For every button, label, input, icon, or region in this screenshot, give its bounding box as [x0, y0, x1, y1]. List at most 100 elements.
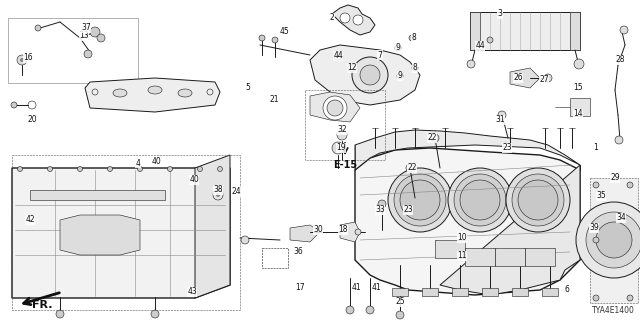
- Circle shape: [346, 306, 354, 314]
- Bar: [452, 288, 468, 296]
- Polygon shape: [195, 155, 230, 298]
- Text: 18: 18: [339, 226, 348, 235]
- Circle shape: [11, 102, 17, 108]
- Polygon shape: [12, 168, 230, 298]
- Circle shape: [56, 310, 64, 318]
- Text: 32: 32: [337, 125, 347, 134]
- Circle shape: [512, 174, 564, 226]
- Text: 40: 40: [189, 175, 199, 185]
- Text: 24: 24: [231, 188, 241, 196]
- Bar: [8, 18, 138, 83]
- Circle shape: [596, 222, 632, 258]
- Polygon shape: [355, 130, 580, 170]
- Circle shape: [336, 146, 340, 150]
- Text: 43: 43: [187, 287, 197, 297]
- Bar: [470, 12, 580, 50]
- Text: 40: 40: [151, 157, 161, 166]
- Polygon shape: [60, 215, 140, 255]
- Text: TYA4E1400: TYA4E1400: [592, 306, 635, 315]
- Circle shape: [77, 166, 83, 172]
- Text: 44: 44: [475, 42, 485, 51]
- Text: 23: 23: [502, 143, 512, 153]
- Circle shape: [412, 65, 418, 71]
- Text: 1: 1: [594, 143, 598, 153]
- Text: 7: 7: [378, 51, 383, 60]
- Text: 3: 3: [497, 10, 502, 19]
- Text: 41: 41: [371, 284, 381, 292]
- Text: 8: 8: [413, 63, 417, 73]
- Polygon shape: [465, 248, 495, 266]
- Text: 11: 11: [457, 252, 467, 260]
- Text: 10: 10: [457, 234, 467, 243]
- Text: 28: 28: [615, 55, 625, 65]
- Circle shape: [454, 174, 506, 226]
- Circle shape: [108, 166, 113, 172]
- Circle shape: [574, 59, 584, 69]
- Circle shape: [627, 295, 633, 301]
- Polygon shape: [340, 222, 360, 242]
- Circle shape: [353, 15, 363, 25]
- Polygon shape: [440, 165, 580, 295]
- Polygon shape: [290, 225, 320, 242]
- Text: 29: 29: [610, 173, 620, 182]
- Bar: [392, 288, 408, 296]
- Text: 33: 33: [375, 205, 385, 214]
- Bar: [422, 288, 438, 296]
- Circle shape: [476, 42, 484, 50]
- Text: 20: 20: [27, 116, 37, 124]
- Text: 14: 14: [573, 109, 583, 118]
- Text: 6: 6: [564, 285, 570, 294]
- Circle shape: [241, 236, 249, 244]
- Bar: [262, 248, 288, 268]
- Circle shape: [400, 180, 440, 220]
- Text: 30: 30: [313, 226, 323, 235]
- Circle shape: [593, 237, 599, 243]
- Text: 22: 22: [407, 164, 417, 172]
- Text: 45: 45: [280, 28, 290, 36]
- Circle shape: [272, 37, 278, 43]
- Circle shape: [323, 96, 347, 120]
- Polygon shape: [525, 248, 555, 266]
- Text: 37: 37: [81, 23, 91, 33]
- Circle shape: [17, 55, 27, 65]
- Circle shape: [35, 25, 41, 31]
- Text: 26: 26: [513, 74, 523, 83]
- Circle shape: [355, 229, 361, 235]
- Polygon shape: [85, 78, 220, 112]
- Circle shape: [337, 130, 347, 140]
- Text: 2: 2: [330, 13, 334, 22]
- Text: 31: 31: [495, 116, 505, 124]
- Text: 13: 13: [79, 31, 89, 41]
- Circle shape: [409, 35, 415, 41]
- Circle shape: [620, 26, 628, 34]
- Circle shape: [340, 13, 350, 23]
- Polygon shape: [510, 68, 540, 88]
- Circle shape: [397, 73, 403, 79]
- Text: 44: 44: [333, 52, 343, 60]
- Polygon shape: [435, 240, 465, 258]
- Circle shape: [168, 166, 173, 172]
- Text: 36: 36: [293, 247, 303, 257]
- Circle shape: [198, 166, 202, 172]
- Bar: [542, 288, 558, 296]
- Bar: [12, 155, 240, 310]
- Circle shape: [593, 182, 599, 188]
- Circle shape: [498, 111, 506, 119]
- Circle shape: [366, 306, 374, 314]
- Circle shape: [394, 174, 446, 226]
- Circle shape: [378, 200, 386, 208]
- Bar: [482, 288, 498, 296]
- Circle shape: [348, 64, 356, 72]
- Circle shape: [576, 202, 640, 278]
- Circle shape: [448, 168, 512, 232]
- Text: FR.: FR.: [32, 300, 52, 310]
- Circle shape: [388, 168, 452, 232]
- Text: 27: 27: [539, 76, 549, 84]
- Circle shape: [460, 180, 500, 220]
- Circle shape: [97, 34, 105, 42]
- Circle shape: [518, 180, 558, 220]
- Circle shape: [259, 35, 265, 41]
- Circle shape: [506, 168, 570, 232]
- Text: 4: 4: [136, 158, 140, 167]
- Circle shape: [332, 142, 344, 154]
